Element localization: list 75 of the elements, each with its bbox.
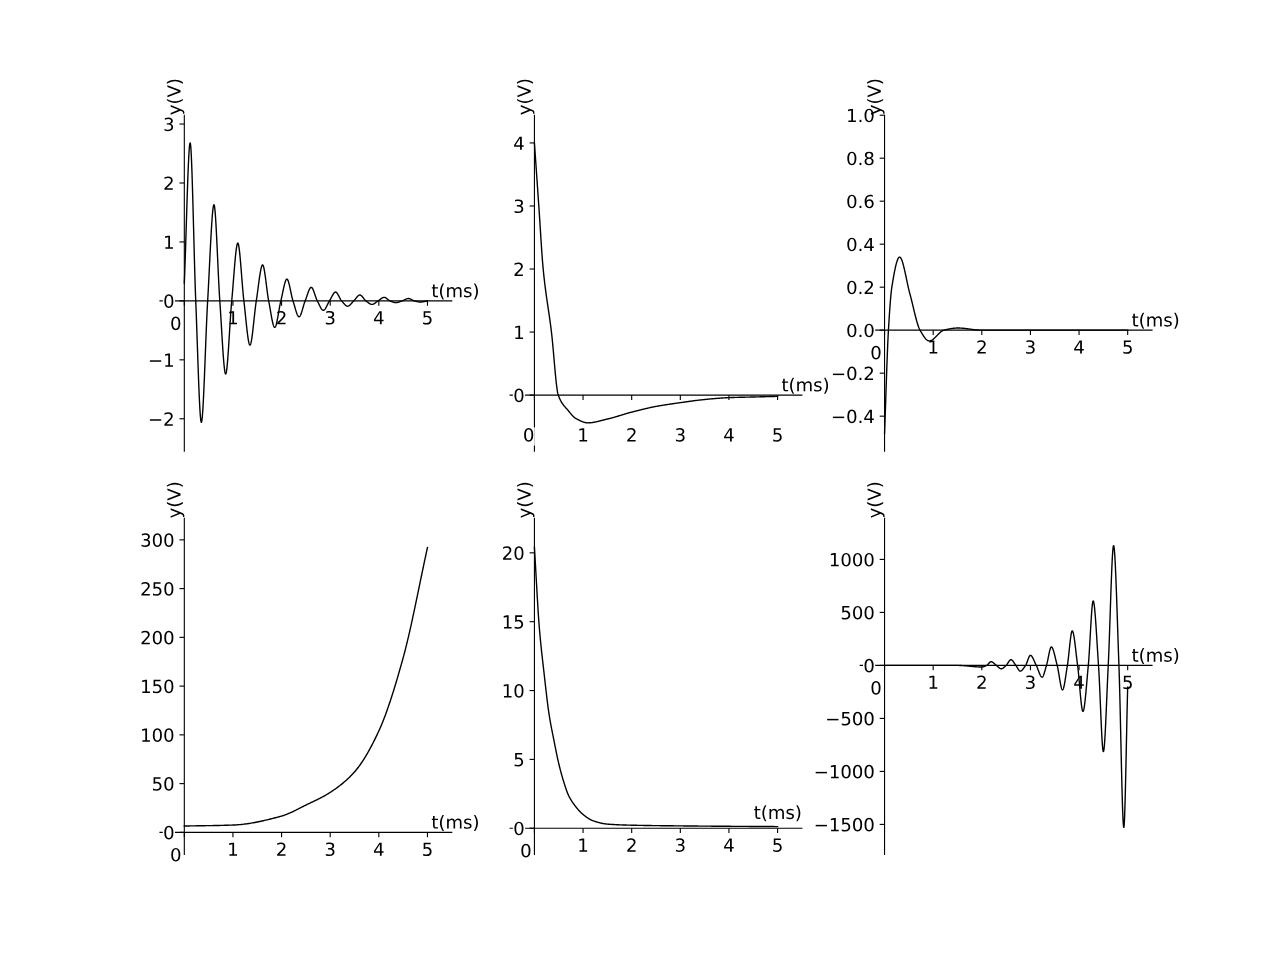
x-tick-label: 3 (325, 310, 335, 325)
y-tick-label: 300 (141, 533, 174, 547)
y-tick-label: 100 (142, 728, 174, 742)
y-axis-title: y(V) (516, 79, 535, 115)
x-tick-label: 5 (423, 311, 432, 325)
x-tick-label: 4 (1074, 340, 1084, 354)
y-tick-label: 150 (142, 679, 174, 694)
x-axis-title: t(ms) (431, 814, 478, 831)
y-tick-label: 0 (514, 388, 524, 403)
y-tick-label: 0.4 (847, 237, 874, 252)
y-tick-label: 50 (153, 777, 174, 791)
x-tick-label: 2 (277, 842, 286, 856)
y-axis-title: y(V) (166, 79, 185, 115)
y-tick-label: 0 (864, 658, 874, 673)
x-tick-label: 3 (1026, 340, 1035, 354)
x-tick-label: 2 (977, 675, 986, 689)
y-tick-label: 1000 (830, 552, 874, 567)
x-tick-label: 1 (929, 675, 938, 689)
x-tick-label: 1 (229, 842, 238, 856)
y-tick-label: −2 (149, 412, 173, 426)
y-axis-title: y(V) (867, 482, 885, 518)
y-tick-label: 500 (841, 605, 874, 620)
x-tick-label: 5 (1123, 675, 1132, 690)
y-tick-label: −0.2 (832, 366, 874, 381)
y-tick-label: 0.0 (847, 323, 874, 338)
y-tick-label: 2 (164, 176, 173, 190)
x-tick-label: 3 (675, 838, 685, 852)
x-tick-label: 5 (773, 428, 782, 442)
y-tick-label: −1 (149, 353, 173, 367)
x-tick-label: 5 (773, 838, 782, 852)
y-tick-label: −1500 (815, 817, 874, 832)
y-tick-label: 0 (514, 821, 524, 836)
y-tick-label: 10 (503, 683, 524, 698)
x-tick-label: 2 (627, 838, 636, 852)
y-tick-label: 0.6 (847, 194, 874, 209)
x-tick-label: 0 (524, 428, 534, 442)
y-axis-title: y(V) (516, 482, 535, 518)
y-tick-label: 5 (514, 753, 524, 767)
y-tick-label: 15 (503, 615, 524, 629)
x-tick-label: 5 (423, 842, 432, 857)
x-axis-title: t(ms) (431, 283, 478, 300)
y-tick-label: 0 (164, 294, 174, 308)
x-tick-label: 2 (977, 340, 986, 354)
y-tick-label: 0.8 (847, 151, 874, 166)
x-tick-label: 4 (373, 311, 384, 325)
x-tick-label: 1 (929, 340, 938, 354)
y-tick-label: −0.4 (832, 409, 874, 424)
y-tick-label: 250 (141, 582, 174, 596)
x-tick-label: 1 (579, 838, 588, 852)
x-tick-label: 3 (675, 428, 685, 442)
y-tick-label: 1 (165, 235, 173, 249)
y-tick-label: 0 (164, 825, 174, 840)
y-tick-label: −500 (827, 711, 874, 726)
y-tick-label: 3 (164, 117, 174, 132)
x-axis-title: t(ms) (754, 805, 801, 822)
x-tick-label: 4 (724, 428, 734, 442)
y-axis-title: y(V) (166, 482, 185, 518)
x-axis-title: t(ms) (781, 377, 829, 394)
x-tick-label: 5 (1123, 340, 1132, 354)
y-tick-label: 1 (515, 325, 524, 339)
y-tick-label: 200 (141, 630, 174, 645)
x-axis-title: t(ms) (1132, 647, 1179, 665)
x-tick-label: 3 (1026, 675, 1035, 690)
x-tick-label: 4 (724, 838, 734, 852)
y-tick-label: 4 (514, 136, 524, 150)
y-tick-label: 3 (514, 199, 524, 214)
y-tick-label: 0.2 (847, 280, 874, 295)
y-tick-label: −1000 (815, 764, 874, 779)
x-tick-label: 1 (579, 428, 588, 442)
x-axis-title: t(ms) (1132, 312, 1179, 329)
x-tick-label: 3 (325, 842, 335, 857)
x-tick-label: 2 (627, 428, 636, 442)
y-tick-label: 20 (503, 546, 524, 560)
x-tick-label: 4 (373, 842, 384, 856)
y-tick-label: 2 (514, 262, 523, 276)
